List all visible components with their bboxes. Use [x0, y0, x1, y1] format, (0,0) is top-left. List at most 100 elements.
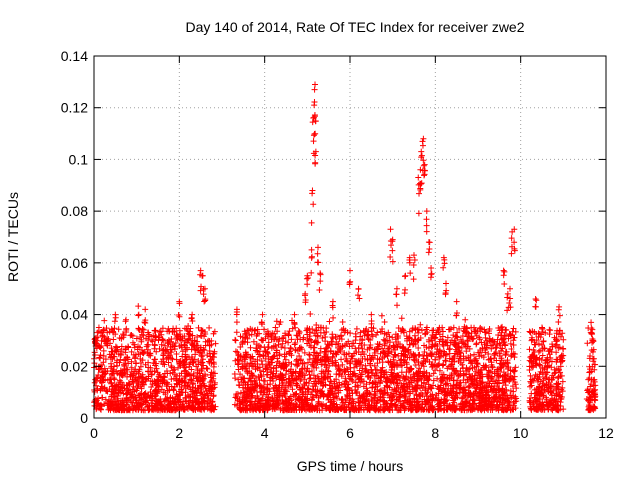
data-point [439, 374, 446, 381]
data-point [480, 395, 487, 402]
data-point [162, 397, 169, 404]
data-point [287, 345, 294, 352]
data-point [534, 375, 541, 382]
data-point [311, 339, 318, 346]
data-point [496, 340, 503, 347]
data-point [503, 363, 510, 370]
data-point [184, 383, 191, 390]
data-point [360, 406, 367, 413]
data-point [326, 404, 333, 411]
data-point [338, 332, 345, 339]
data-point [278, 344, 285, 351]
data-point [441, 396, 448, 403]
data-point [187, 325, 194, 332]
data-point [349, 377, 356, 384]
data-point [389, 238, 396, 245]
data-point [338, 373, 345, 380]
data-point [165, 337, 172, 344]
data-point [511, 334, 518, 341]
data-point [586, 355, 593, 362]
data-point [329, 353, 336, 360]
data-point [338, 356, 345, 363]
data-point [280, 382, 287, 389]
data-point [140, 407, 147, 414]
data-point [250, 356, 257, 363]
data-point [253, 375, 260, 382]
data-point [399, 344, 406, 351]
data-point [101, 401, 108, 408]
data-point [427, 350, 434, 357]
data-point [284, 405, 291, 412]
data-point [199, 372, 206, 379]
data-point [127, 373, 134, 380]
data-point [146, 403, 153, 410]
data-point [309, 326, 316, 333]
data-point [419, 142, 426, 149]
data-point [179, 353, 186, 360]
data-point [110, 387, 117, 394]
data-point [534, 395, 541, 402]
data-point [377, 387, 384, 394]
data-point [373, 345, 380, 352]
data-point [441, 400, 448, 407]
data-point [397, 357, 404, 364]
y-tick-label: 0.06 [61, 255, 88, 271]
data-point [442, 358, 449, 365]
data-point [305, 274, 312, 281]
data-point [433, 362, 440, 369]
data-point [356, 295, 363, 302]
data-point [543, 403, 550, 410]
data-point [208, 341, 215, 348]
data-point [189, 332, 196, 339]
data-point [425, 376, 432, 383]
data-point [104, 402, 111, 409]
data-point [425, 381, 432, 388]
data-point [555, 345, 562, 352]
data-point [527, 378, 534, 385]
data-point [407, 270, 414, 277]
data-point [389, 258, 396, 265]
data-point [429, 404, 436, 411]
data-point [456, 382, 463, 389]
data-point [142, 361, 149, 368]
data-point [135, 343, 142, 350]
data-point [511, 379, 518, 386]
data-point [501, 376, 508, 383]
data-point [426, 338, 433, 345]
data-point [291, 377, 298, 384]
data-point [351, 364, 358, 371]
data-point [173, 350, 180, 357]
data-point [403, 364, 410, 371]
data-point [380, 371, 387, 378]
data-point [584, 340, 591, 347]
data-point [241, 404, 248, 411]
x-tick-label: 2 [175, 425, 183, 441]
data-point [136, 403, 143, 410]
data-point [381, 330, 388, 337]
data-point [473, 377, 480, 384]
data-point [345, 338, 352, 345]
data-point [183, 356, 190, 363]
data-point [160, 389, 167, 396]
data-point [371, 346, 378, 353]
data-point [376, 406, 383, 413]
data-point [165, 359, 172, 366]
data-point [555, 380, 562, 387]
data-point [367, 360, 374, 367]
data-point [242, 381, 249, 388]
data-point [549, 341, 556, 348]
data-point [505, 364, 512, 371]
data-point [249, 384, 256, 391]
data-point [474, 361, 481, 368]
data-point [151, 378, 158, 385]
data-point [185, 336, 192, 343]
data-point [456, 325, 463, 332]
data-point [373, 372, 380, 379]
data-point [420, 363, 427, 370]
data-point [510, 325, 517, 332]
data-point [410, 261, 417, 268]
data-point [272, 387, 279, 394]
data-point [402, 394, 409, 401]
data-point [247, 344, 254, 351]
data-point [335, 371, 342, 378]
